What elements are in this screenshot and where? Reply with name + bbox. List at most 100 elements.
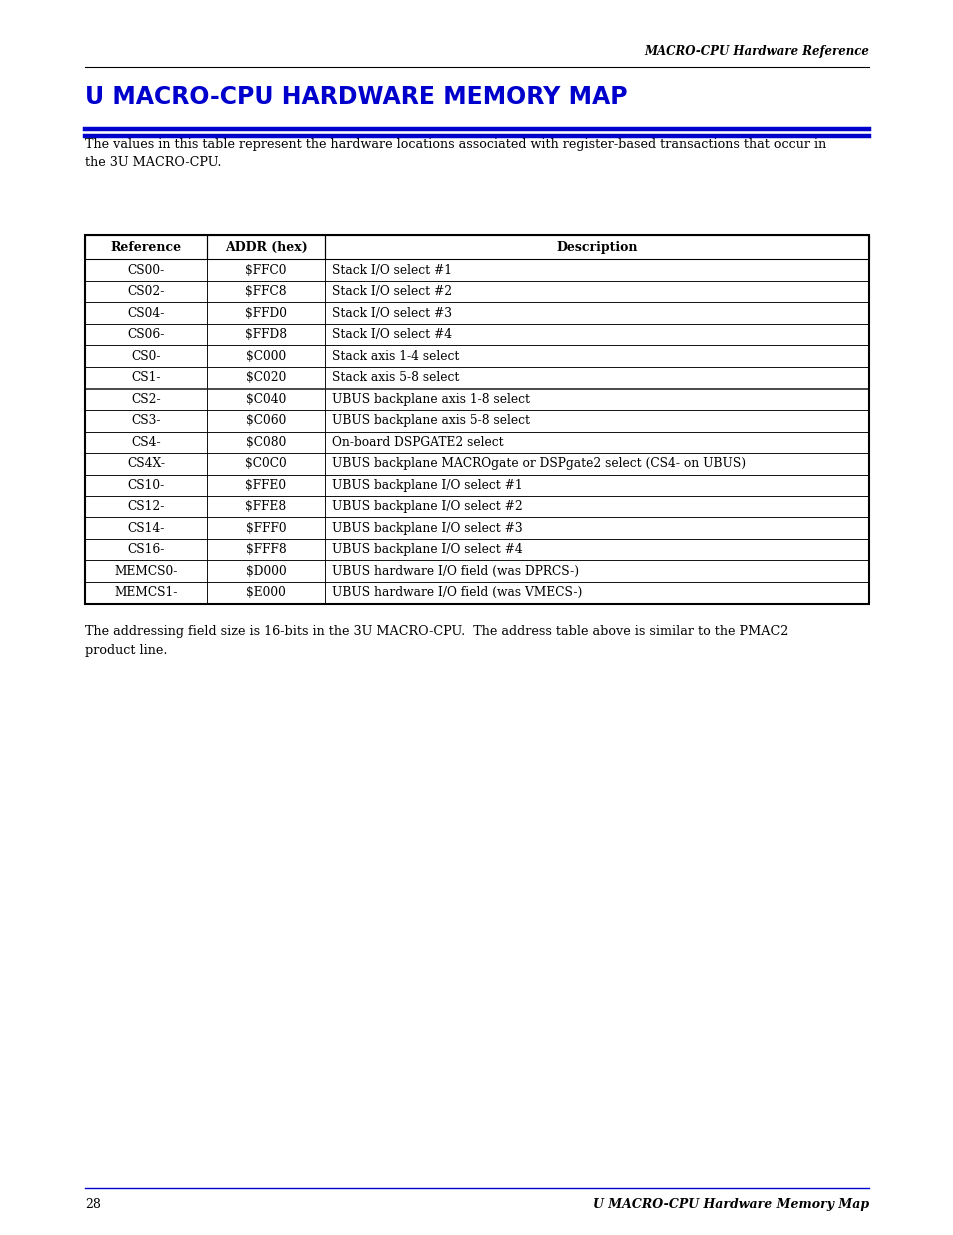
Bar xyxy=(325,496,868,517)
Text: On-board DSPGATE2 select: On-board DSPGATE2 select xyxy=(332,436,503,448)
Bar xyxy=(325,431,868,453)
Text: CS2-: CS2- xyxy=(132,393,161,406)
Text: UBUS backplane I/O select #3: UBUS backplane I/O select #3 xyxy=(332,521,522,535)
Bar xyxy=(85,582,207,604)
Bar xyxy=(85,346,207,367)
Text: CS4X-: CS4X- xyxy=(127,457,165,471)
Bar xyxy=(85,431,207,453)
Bar xyxy=(325,303,868,324)
Text: CS00-: CS00- xyxy=(128,264,165,277)
Text: CS02-: CS02- xyxy=(127,285,165,298)
Bar xyxy=(325,517,868,538)
Bar xyxy=(325,389,868,410)
Bar xyxy=(207,389,325,410)
Text: Stack I/O select #4: Stack I/O select #4 xyxy=(332,329,452,341)
Text: Stack I/O select #3: Stack I/O select #3 xyxy=(332,306,452,320)
Text: $FFD8: $FFD8 xyxy=(245,329,287,341)
Bar xyxy=(325,282,868,303)
Bar xyxy=(85,282,207,303)
Text: $C060: $C060 xyxy=(246,414,286,427)
Text: Reference: Reference xyxy=(111,241,181,253)
Text: $FFF0: $FFF0 xyxy=(246,521,286,535)
Bar xyxy=(207,282,325,303)
Text: UBUS backplane MACROgate or DSPgate2 select (CS4- on UBUS): UBUS backplane MACROgate or DSPgate2 sel… xyxy=(332,457,745,471)
Text: CS1-: CS1- xyxy=(132,372,161,384)
Text: $FFC0: $FFC0 xyxy=(245,264,287,277)
Text: CS14-: CS14- xyxy=(127,521,165,535)
Text: The addressing field size is 16-bits in the 3U MACRO-CPU.  The address table abo: The addressing field size is 16-bits in … xyxy=(85,625,787,657)
Bar xyxy=(325,582,868,604)
Text: $FFF8: $FFF8 xyxy=(245,543,286,556)
Text: CS4-: CS4- xyxy=(132,436,161,448)
Bar xyxy=(325,324,868,346)
Text: CS12-: CS12- xyxy=(127,500,165,514)
Bar xyxy=(85,496,207,517)
Text: UBUS backplane I/O select #4: UBUS backplane I/O select #4 xyxy=(332,543,522,556)
Text: CS0-: CS0- xyxy=(132,350,161,363)
Bar xyxy=(207,453,325,474)
Bar xyxy=(207,582,325,604)
Bar xyxy=(85,324,207,346)
Text: U MACRO-CPU Hardware Memory Map: U MACRO-CPU Hardware Memory Map xyxy=(592,1198,868,1212)
Bar xyxy=(85,453,207,474)
Text: UBUS backplane I/O select #2: UBUS backplane I/O select #2 xyxy=(332,500,522,514)
Text: ADDR (hex): ADDR (hex) xyxy=(224,241,307,253)
Bar xyxy=(325,235,868,259)
Bar xyxy=(85,538,207,561)
Text: U MACRO-CPU HARDWARE MEMORY MAP: U MACRO-CPU HARDWARE MEMORY MAP xyxy=(85,85,627,109)
Text: CS16-: CS16- xyxy=(127,543,165,556)
Text: UBUS backplane axis 1-8 select: UBUS backplane axis 1-8 select xyxy=(332,393,530,406)
Bar xyxy=(207,538,325,561)
Text: CS06-: CS06- xyxy=(127,329,165,341)
Text: $D000: $D000 xyxy=(245,564,286,578)
Bar xyxy=(325,346,868,367)
Text: $C000: $C000 xyxy=(246,350,286,363)
Bar xyxy=(85,235,868,604)
Text: CS3-: CS3- xyxy=(132,414,161,427)
Bar xyxy=(85,561,207,582)
Text: CS04-: CS04- xyxy=(127,306,165,320)
Text: $FFC8: $FFC8 xyxy=(245,285,287,298)
Bar xyxy=(85,367,207,389)
Text: UBUS backplane I/O select #1: UBUS backplane I/O select #1 xyxy=(332,479,522,492)
Bar xyxy=(325,410,868,431)
Bar xyxy=(85,303,207,324)
Text: UBUS hardware I/O field (was DPRCS-): UBUS hardware I/O field (was DPRCS-) xyxy=(332,564,578,578)
Bar xyxy=(85,517,207,538)
Text: UBUS hardware I/O field (was VMECS-): UBUS hardware I/O field (was VMECS-) xyxy=(332,587,581,599)
Bar xyxy=(207,517,325,538)
Bar xyxy=(85,474,207,496)
Text: MACRO-CPU Hardware Reference: MACRO-CPU Hardware Reference xyxy=(643,44,868,58)
Bar xyxy=(207,431,325,453)
Text: $C020: $C020 xyxy=(246,372,286,384)
Text: 28: 28 xyxy=(85,1198,101,1212)
Text: MEMCS1-: MEMCS1- xyxy=(114,587,177,599)
Bar xyxy=(207,410,325,431)
Bar xyxy=(325,259,868,282)
Bar xyxy=(207,474,325,496)
Text: $FFD0: $FFD0 xyxy=(245,306,287,320)
Bar xyxy=(85,235,207,259)
Text: $FFE0: $FFE0 xyxy=(245,479,286,492)
Bar xyxy=(325,538,868,561)
Bar xyxy=(207,235,325,259)
Text: $E000: $E000 xyxy=(246,587,286,599)
Bar xyxy=(207,496,325,517)
Text: Description: Description xyxy=(556,241,638,253)
Text: MEMCS0-: MEMCS0- xyxy=(114,564,177,578)
Bar xyxy=(325,474,868,496)
Bar xyxy=(207,259,325,282)
Text: $C0C0: $C0C0 xyxy=(245,457,287,471)
Bar xyxy=(207,367,325,389)
Text: UBUS backplane axis 5-8 select: UBUS backplane axis 5-8 select xyxy=(332,414,530,427)
Text: $C040: $C040 xyxy=(246,393,286,406)
Bar xyxy=(325,367,868,389)
Bar xyxy=(207,561,325,582)
Text: Stack I/O select #1: Stack I/O select #1 xyxy=(332,264,452,277)
Bar xyxy=(85,410,207,431)
Text: The values in this table represent the hardware locations associated with regist: The values in this table represent the h… xyxy=(85,138,825,169)
Text: $C080: $C080 xyxy=(246,436,286,448)
Bar xyxy=(325,561,868,582)
Bar xyxy=(85,389,207,410)
Bar xyxy=(325,453,868,474)
